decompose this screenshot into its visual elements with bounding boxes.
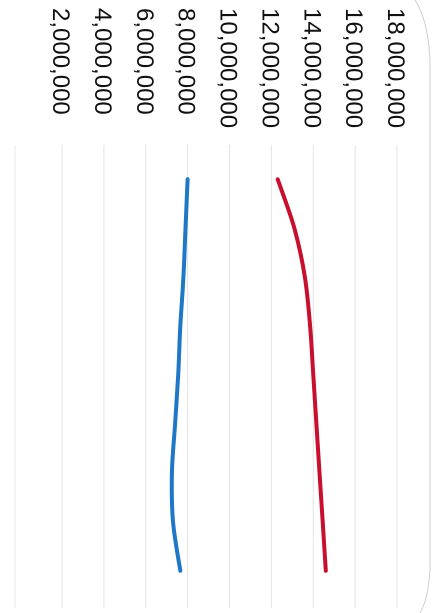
y-tick-label: 10,000,000 [215, 8, 242, 128]
y-tick-label: 14,000,000 [298, 8, 325, 128]
gridlines [14, 145, 398, 608]
y-tick-label: 18,000,000 [382, 8, 409, 128]
y-tick-label: 8,000,000 [173, 8, 200, 115]
y-tick-label: 6,000,000 [131, 8, 158, 115]
series-lines [169, 177, 328, 573]
y-tick-label: 12,000,000 [256, 8, 283, 128]
y-tick-label: 2,000,000 [47, 8, 74, 115]
y-tick-label: 4,000,000 [89, 8, 116, 115]
series-line-blue [169, 177, 190, 573]
y-tick-label: 16,000,000 [340, 8, 367, 128]
series-line-red [275, 177, 328, 573]
scan-edge-curve [414, 0, 431, 613]
y-tick-labels: 2,000,000 4,000,000 6,000,000 8,000,000 10,0… [47, 8, 409, 128]
